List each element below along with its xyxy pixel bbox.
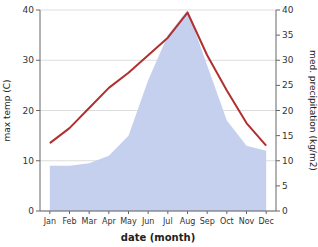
tick-label: 0 (28, 206, 34, 216)
tick (276, 10, 280, 11)
tick (148, 211, 149, 214)
chart: 0 10 20 30 40 0 5 10 15 20 25 30 35 40 Jan Feb Mar AprMay… (0, 0, 318, 247)
tick (276, 110, 280, 111)
tick-label: Jan (43, 217, 56, 226)
tick-label: Feb (62, 217, 76, 226)
tick (276, 211, 280, 212)
tick-label: 20 (282, 106, 294, 116)
tick (276, 60, 280, 61)
y2-axis-label: med. precipitation (kg/m2) (308, 50, 318, 171)
precipitation-area (50, 10, 266, 211)
tick-label: 35 (282, 30, 293, 40)
tick-label: Nov (239, 217, 255, 226)
tick-label: May (120, 217, 137, 226)
tick-label: Sep (200, 217, 215, 226)
tick-label: 30 (23, 55, 35, 65)
tick-label: 20 (23, 106, 35, 116)
tick-label: 10 (23, 156, 35, 166)
tick-label: 40 (23, 5, 35, 15)
tick (36, 211, 40, 212)
tick-label: 30 (282, 55, 294, 65)
tick (36, 160, 40, 161)
tick (128, 211, 129, 214)
tick (276, 85, 280, 86)
tick-label: Jul (162, 217, 173, 226)
tick (36, 10, 40, 11)
tick (276, 160, 280, 161)
y2-axis-line (276, 10, 277, 211)
tick (226, 211, 227, 214)
y-axis-label: max temp (C) (2, 79, 12, 141)
grid-line (40, 10, 276, 11)
grid-line (40, 211, 276, 212)
tick-label: 15 (282, 131, 293, 141)
tick (49, 211, 50, 214)
tick-label: Jun (141, 217, 155, 226)
tick (167, 211, 168, 214)
tick-label: Mar (82, 217, 98, 226)
tick (266, 211, 267, 214)
x-axis-line (40, 211, 276, 212)
tick-label: 10 (282, 156, 294, 166)
tick (108, 211, 109, 214)
tick (187, 211, 188, 214)
x-axis-label: date (month) (121, 232, 195, 243)
plot-area (50, 10, 266, 211)
tick (69, 211, 70, 214)
y-axis-line (40, 10, 41, 211)
tick (276, 35, 280, 36)
tick (276, 135, 280, 136)
tick-label: Dec (258, 217, 273, 226)
tick-label: 40 (282, 5, 294, 15)
tick-label: Aug (180, 217, 196, 226)
tick (36, 60, 40, 61)
tick-label: Apr (102, 217, 117, 226)
tick (276, 185, 280, 186)
axes: 0 10 20 30 40 0 5 10 15 20 25 30 35 40 (23, 5, 294, 216)
tick-label: 25 (282, 80, 293, 90)
tick (36, 110, 40, 111)
tick (89, 211, 90, 214)
tick-label: 5 (282, 181, 288, 191)
tick (246, 211, 247, 214)
tick-label: Oct (220, 217, 234, 226)
tick-label: 0 (282, 206, 288, 216)
temperature-line (50, 13, 266, 146)
tick (207, 211, 208, 214)
